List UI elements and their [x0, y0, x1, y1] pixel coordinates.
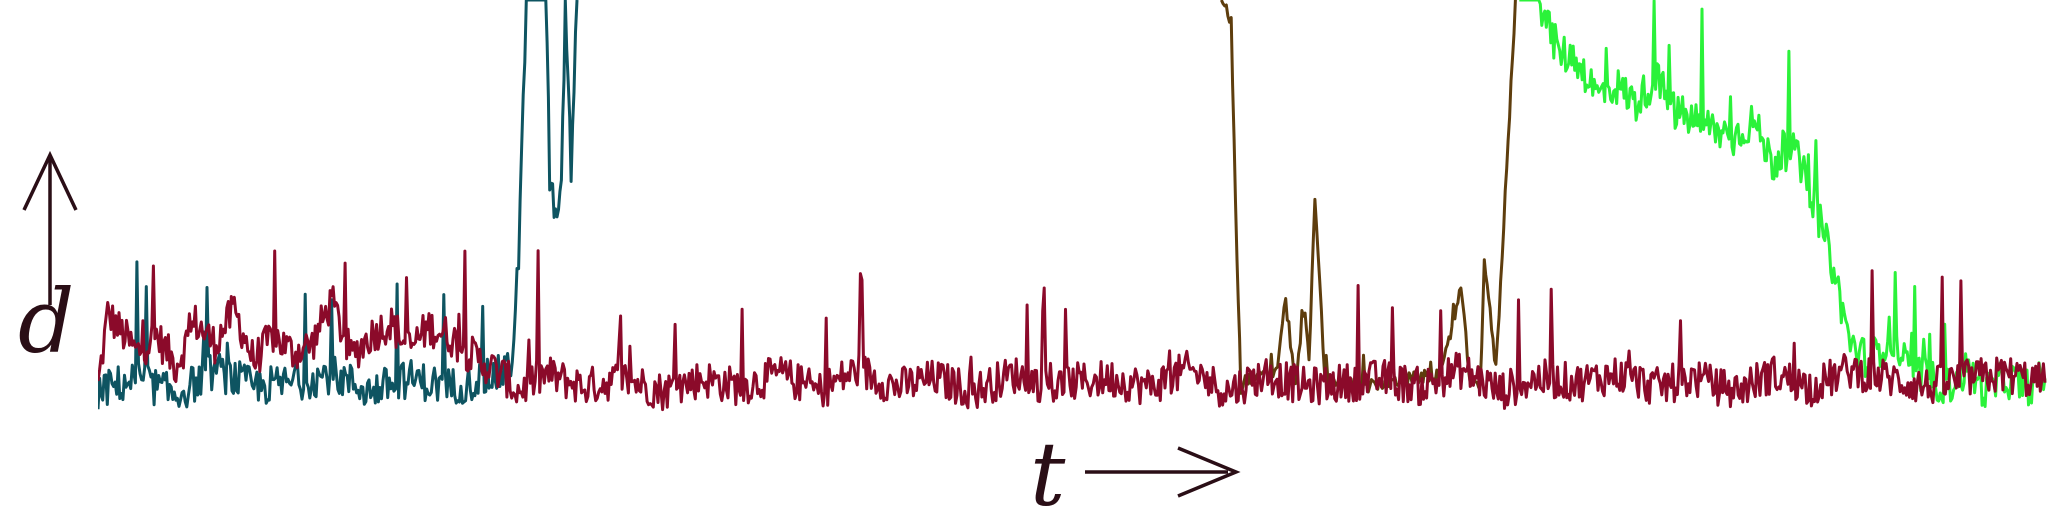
series-line-4 — [1519, 0, 2047, 408]
series-line-1 — [98, 249, 2047, 412]
y-axis-label: d — [18, 270, 74, 373]
series-line-2 — [98, 0, 579, 410]
series-line-3 — [1220, 0, 1517, 395]
x-axis-label: t — [1030, 423, 1066, 514]
series-layer — [98, 0, 2047, 412]
y-axis-arrow-head — [22, 150, 78, 211]
x-axis-arrow-head — [1177, 446, 1241, 498]
